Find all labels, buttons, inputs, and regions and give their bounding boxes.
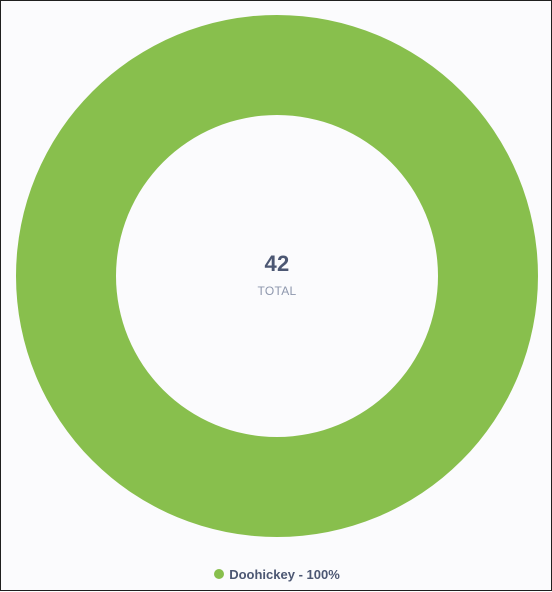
donut-slices — [16, 15, 538, 537]
legend-color-dot — [214, 569, 225, 579]
legend-label: Doohickey - 100% — [229, 566, 340, 582]
donut-slice-doohickey[interactable] — [16, 15, 538, 537]
donut-total-value: 42 — [264, 251, 290, 276]
donut-total-label: TOTAL — [257, 284, 297, 298]
chart-legend: Doohickey - 100% — [1, 564, 552, 584]
legend-item-doohickey[interactable]: Doohickey - 100% — [214, 567, 340, 582]
